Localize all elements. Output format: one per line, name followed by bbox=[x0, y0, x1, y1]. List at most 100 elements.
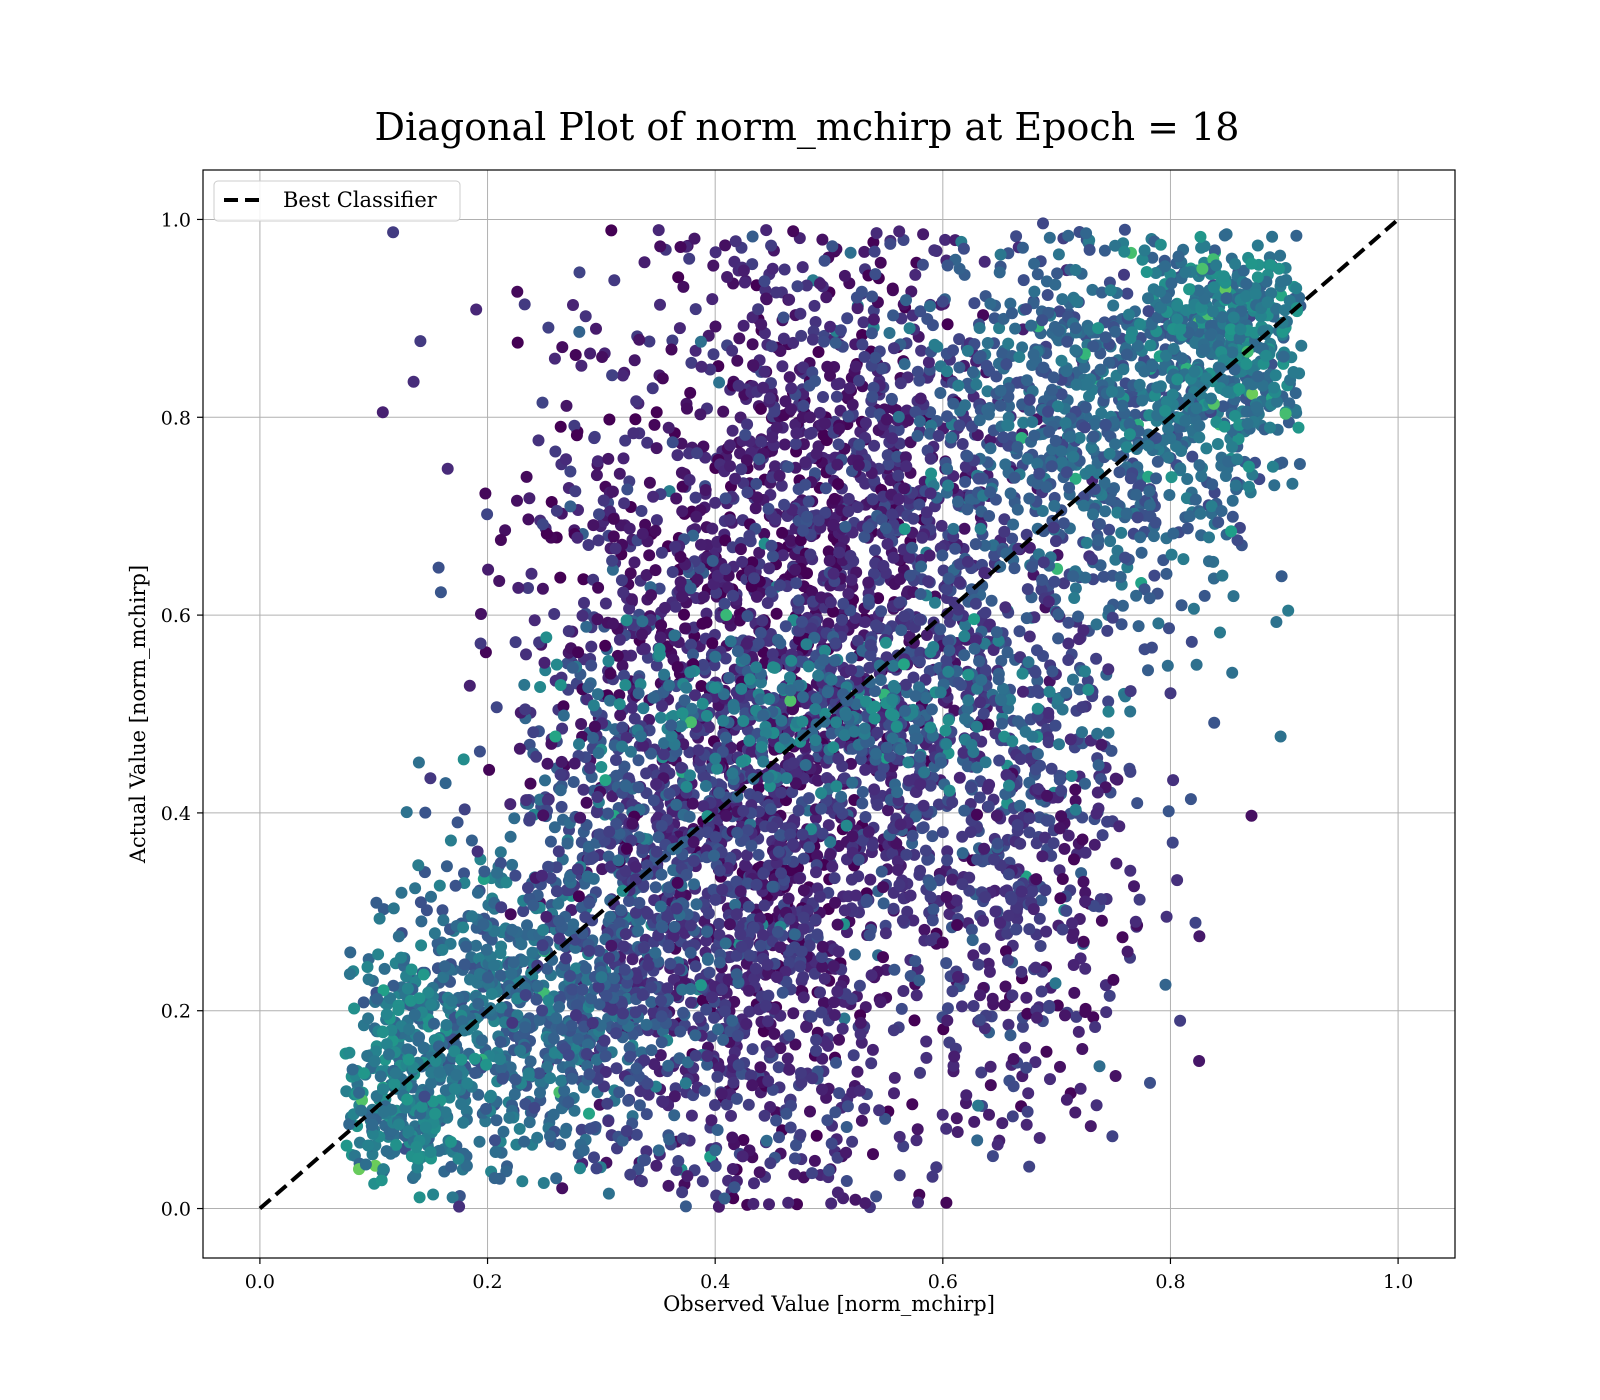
scatter-point bbox=[1052, 248, 1065, 261]
scatter-point bbox=[910, 1134, 923, 1147]
scatter-point bbox=[709, 320, 722, 333]
scatter-point bbox=[794, 1128, 807, 1141]
scatter-point bbox=[1063, 481, 1076, 494]
scatter-point bbox=[1194, 507, 1207, 520]
scatter-point bbox=[681, 1170, 694, 1183]
scatter-point bbox=[796, 261, 809, 274]
scatter-point bbox=[867, 236, 880, 249]
scatter-point bbox=[469, 1067, 482, 1079]
scatter-point bbox=[1225, 525, 1238, 538]
scatter-point bbox=[817, 391, 829, 403]
scatter-point bbox=[533, 1067, 545, 1080]
scatter-point bbox=[794, 534, 807, 547]
scatter-point bbox=[815, 1006, 828, 1019]
scatter-point bbox=[444, 1135, 457, 1148]
scatter-point bbox=[1042, 405, 1054, 418]
scatter-point bbox=[1250, 401, 1263, 414]
scatter-point bbox=[842, 410, 855, 423]
scatter-point bbox=[711, 1070, 724, 1083]
scatter-point bbox=[838, 269, 851, 282]
scatter-point bbox=[914, 1066, 926, 1079]
scatter-point bbox=[797, 399, 810, 412]
scatter-point bbox=[1240, 277, 1253, 290]
scatter-point bbox=[707, 259, 720, 272]
scatter-point bbox=[1059, 417, 1072, 430]
scatter-point bbox=[616, 369, 629, 382]
scatter-point bbox=[1096, 829, 1109, 842]
scatter-point bbox=[974, 522, 987, 535]
scatter-point bbox=[705, 1114, 718, 1127]
scatter-point bbox=[1275, 570, 1288, 583]
scatter-point bbox=[922, 356, 935, 369]
scatter-point bbox=[729, 235, 742, 248]
scatter-point bbox=[1242, 460, 1255, 473]
scatter-point bbox=[530, 993, 543, 1006]
scatter-point bbox=[1214, 626, 1226, 639]
scatter-point bbox=[853, 438, 866, 451]
scatter-point bbox=[675, 437, 688, 450]
scatter-point bbox=[1196, 262, 1209, 275]
scatter-point bbox=[1094, 363, 1107, 376]
scatter-point bbox=[958, 522, 971, 535]
scatter-point bbox=[849, 889, 862, 902]
scatter-point bbox=[879, 927, 892, 940]
scatter-point bbox=[1143, 499, 1156, 512]
scatter-point bbox=[559, 1126, 572, 1139]
scatter-point bbox=[760, 292, 773, 305]
scatter-point bbox=[777, 549, 789, 562]
scatter-point bbox=[689, 960, 702, 973]
scatter-point bbox=[1210, 259, 1223, 272]
scatter-point bbox=[457, 1116, 470, 1129]
scatter-point bbox=[766, 431, 779, 444]
scatter-point bbox=[1120, 441, 1133, 454]
scatter-point bbox=[746, 230, 759, 243]
scatter-point bbox=[1021, 452, 1034, 465]
scatter-point bbox=[1069, 264, 1082, 276]
scatter-point bbox=[1211, 438, 1224, 450]
scatter-point bbox=[1092, 322, 1105, 335]
scatter-point bbox=[780, 1107, 793, 1120]
scatter-point bbox=[1159, 404, 1172, 417]
scatter-point bbox=[783, 293, 796, 306]
scatter-point bbox=[770, 607, 783, 620]
scatter-point bbox=[1160, 567, 1173, 580]
scatter-point bbox=[707, 348, 720, 361]
scatter-point bbox=[892, 493, 905, 506]
scatter-point bbox=[865, 327, 878, 340]
scatter-point bbox=[340, 1139, 353, 1152]
scatter-point bbox=[811, 774, 824, 787]
scatter-point bbox=[1172, 250, 1185, 263]
scatter-point bbox=[1279, 407, 1292, 420]
scatter-point bbox=[832, 438, 845, 451]
scatter-point bbox=[746, 1043, 759, 1056]
scatter-point bbox=[797, 911, 810, 924]
scatter-point bbox=[715, 1087, 728, 1100]
scatter-point bbox=[425, 890, 437, 903]
scatter-point bbox=[809, 913, 822, 926]
scatter-point bbox=[1087, 508, 1099, 521]
scatter-point bbox=[967, 366, 979, 379]
scatter-point bbox=[517, 905, 530, 918]
scatter-point bbox=[1273, 262, 1285, 275]
scatter-point bbox=[757, 929, 769, 942]
scatter-point bbox=[795, 329, 808, 342]
scatter-point bbox=[882, 804, 894, 817]
scatter-point bbox=[918, 923, 931, 936]
scatter-point bbox=[816, 960, 829, 973]
scatter-point bbox=[910, 989, 923, 1002]
scatter-point bbox=[787, 336, 800, 349]
scatter-point bbox=[753, 546, 766, 559]
scatter-point bbox=[816, 940, 829, 953]
scatter-point bbox=[1138, 244, 1151, 257]
scatter-point bbox=[1171, 299, 1184, 312]
scatter-point bbox=[699, 484, 712, 496]
scatter-point bbox=[788, 1168, 801, 1181]
scatter-point bbox=[1052, 632, 1065, 645]
scatter-point bbox=[1183, 510, 1196, 523]
scatter-point bbox=[1166, 388, 1179, 401]
scatter-point bbox=[810, 447, 823, 460]
scatter-point bbox=[887, 309, 900, 322]
scatter-point bbox=[770, 971, 783, 983]
scatter-point bbox=[775, 479, 788, 492]
scatter-point bbox=[1079, 401, 1092, 414]
